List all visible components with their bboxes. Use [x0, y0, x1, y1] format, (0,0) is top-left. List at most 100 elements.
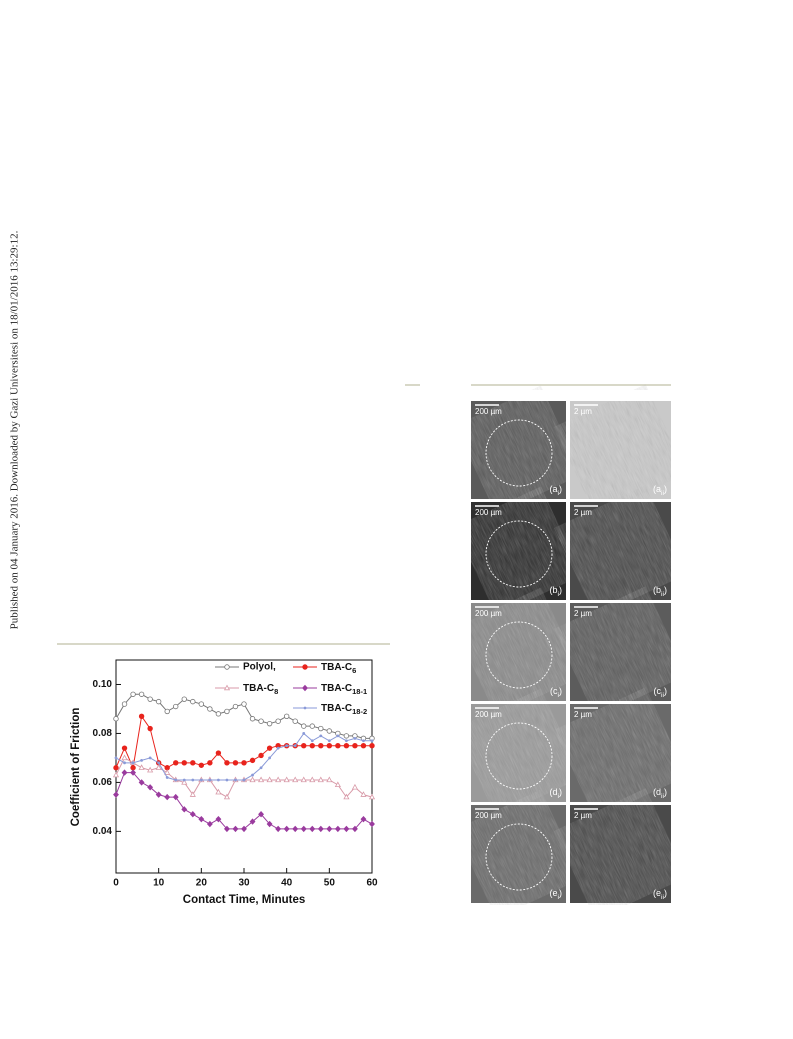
sem-texture: [554, 788, 687, 920]
page-margin: [671, 380, 751, 920]
marker: [257, 776, 265, 783]
y-tick-label: 0.04: [93, 826, 113, 837]
marker: [113, 765, 119, 771]
marker: [302, 732, 306, 735]
marker: [131, 761, 135, 765]
marker: [189, 791, 196, 797]
panel-label: (bii): [653, 585, 667, 598]
marker: [352, 742, 358, 749]
marker: [310, 739, 314, 743]
marker: [353, 736, 357, 740]
scale-label: 2 µm: [574, 407, 592, 416]
marker: [369, 742, 375, 749]
marker: [173, 703, 179, 710]
marker: [345, 739, 348, 743]
marker: [112, 771, 120, 778]
marker: [309, 742, 315, 749]
marker: [138, 691, 145, 697]
sem-texture: [554, 687, 687, 819]
marker: [140, 758, 144, 762]
y-axis-title: Coefficient of Friction: [70, 708, 82, 827]
marker: [198, 815, 205, 823]
sem-texture: [454, 486, 583, 616]
legend-label: TBA-C8: [243, 683, 278, 697]
sem-texture: [554, 485, 687, 617]
marker: [283, 776, 290, 783]
marker: [327, 739, 331, 743]
marker: [155, 698, 162, 705]
marker: [292, 776, 299, 783]
marker: [181, 778, 188, 785]
scale-label: 200 µm: [475, 508, 502, 517]
marker: [370, 739, 374, 743]
marker: [198, 762, 205, 768]
x-tick-label: 0: [113, 878, 119, 889]
scale-label: 2 µm: [574, 710, 592, 719]
marker: [241, 701, 247, 707]
marker: [258, 718, 264, 724]
x-tick-label: 30: [238, 878, 250, 889]
legend-marker: [224, 664, 230, 670]
marker: [242, 778, 246, 782]
panel-label: (eii): [653, 888, 667, 901]
legend-label: TBA-C18-1: [321, 683, 367, 697]
marker: [326, 776, 333, 783]
series-line: [115, 732, 372, 781]
marker: [223, 793, 231, 800]
marker: [121, 745, 128, 751]
wear-scar: [485, 823, 553, 891]
marker: [326, 742, 333, 749]
marker: [317, 776, 324, 783]
marker: [182, 778, 186, 782]
marker: [190, 760, 196, 766]
wear-scar: [485, 621, 553, 689]
marker: [181, 806, 188, 813]
marker: [275, 718, 281, 724]
marker: [223, 825, 230, 833]
panel-label: (dii): [653, 787, 667, 800]
marker: [215, 788, 222, 795]
marker: [249, 776, 256, 783]
marker: [266, 720, 273, 727]
marker: [251, 773, 254, 777]
y-tick-label: 0.06: [93, 777, 113, 788]
marker: [207, 706, 213, 712]
scale-label: 200 µm: [475, 811, 502, 820]
marker: [266, 820, 273, 828]
marker: [343, 793, 350, 800]
marker: [215, 711, 222, 717]
marker: [191, 778, 195, 782]
marker: [215, 815, 222, 823]
marker: [266, 745, 273, 751]
marker: [334, 825, 341, 833]
marker: [309, 723, 315, 729]
panel-label: (ai): [549, 484, 562, 497]
marker: [121, 769, 128, 776]
marker: [224, 708, 230, 715]
marker: [309, 825, 316, 833]
marker: [275, 825, 282, 833]
panel-label: (bi): [549, 585, 562, 598]
marker: [249, 818, 256, 825]
marker: [217, 778, 220, 782]
marker: [293, 744, 297, 748]
marker: [207, 760, 213, 766]
page-margin: [566, 395, 570, 910]
legend-marker: [223, 684, 231, 691]
marker: [276, 746, 280, 750]
scale-label: 2 µm: [574, 811, 592, 820]
scale-label: 200 µm: [475, 710, 502, 719]
x-tick-label: 50: [324, 878, 336, 889]
marker: [318, 742, 324, 749]
panel-label: (ei): [549, 888, 562, 901]
marker: [232, 703, 239, 710]
marker: [234, 778, 237, 782]
sem-texture: [554, 586, 687, 718]
marker: [198, 701, 205, 707]
marker: [181, 760, 187, 766]
marker: [360, 815, 367, 823]
legend-label: TBA-C18-2: [321, 703, 367, 717]
marker: [224, 760, 230, 766]
